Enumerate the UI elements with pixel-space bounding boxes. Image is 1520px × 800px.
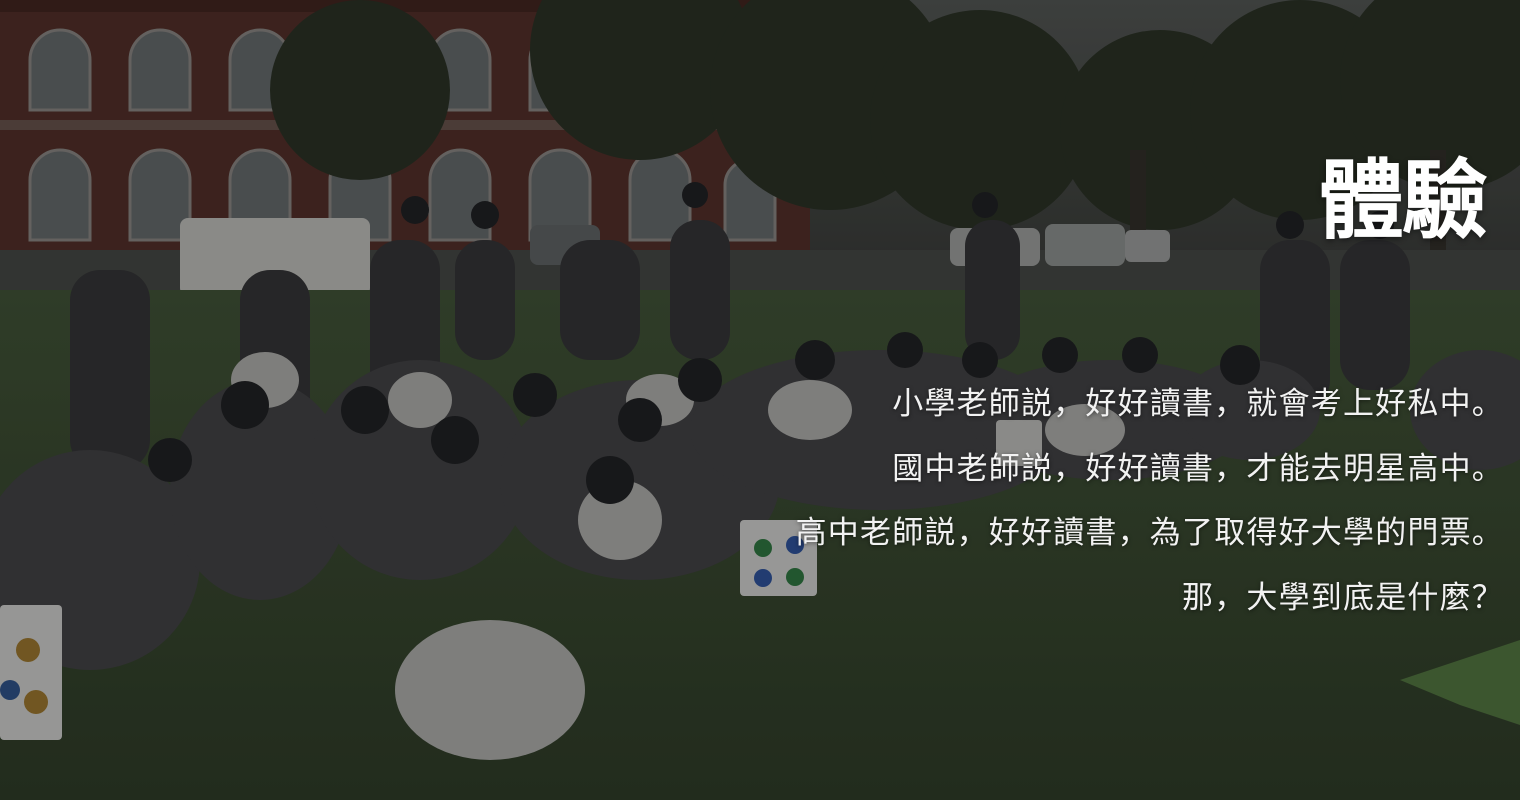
crowd [0, 182, 1520, 760]
intro-line-4: 那，大學到底是什麼？ [1182, 579, 1504, 616]
intro-line-2: 國中老師説，好好讀書，才能去明星高中。 [892, 450, 1504, 487]
intro-line-3: 高中老師説，好好讀書，為了取得好大學的門票。 [795, 515, 1504, 551]
page-title: 體驗 [1318, 151, 1488, 251]
trees [270, 0, 1520, 310]
toy-cubes [0, 420, 1042, 740]
intro-paragraph: 小學老師説，好好讀書，就會考上好私中。 國中老師説，好好讀書，才能去明星高中。 … [604, 372, 1504, 630]
intro-line-1: 小學老師説，好好讀書，就會考上好私中。 [892, 386, 1504, 422]
